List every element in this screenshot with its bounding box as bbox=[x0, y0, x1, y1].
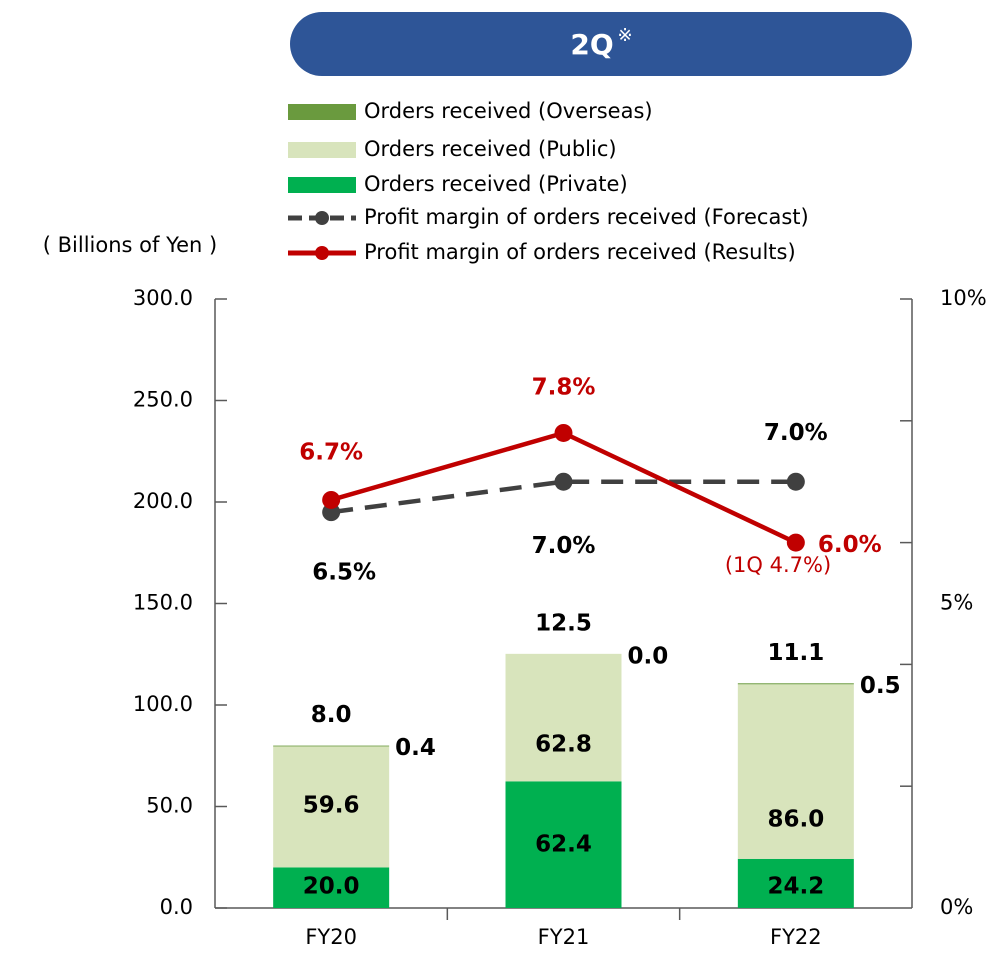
data-label: 62.8 bbox=[535, 732, 592, 758]
bar-segment bbox=[273, 745, 390, 747]
legend-swatch bbox=[288, 177, 356, 193]
y-tick-label: 300.0 bbox=[133, 286, 193, 310]
chart-title: 2Q bbox=[570, 28, 613, 61]
data-label: 6.7% bbox=[299, 439, 363, 465]
data-label: 7.0% bbox=[532, 533, 596, 559]
title-mark: ※ bbox=[617, 25, 632, 46]
y2-tick-label: 5% bbox=[940, 591, 973, 615]
line bbox=[330, 479, 796, 515]
data-label: 0.4 bbox=[395, 735, 436, 761]
annotation: (1Q 4.7%) bbox=[725, 553, 831, 577]
bar-segment bbox=[505, 781, 622, 908]
x-tick-label: FY20 bbox=[305, 925, 357, 949]
bar-segment bbox=[273, 867, 390, 908]
x-tick-label: FY21 bbox=[538, 925, 590, 949]
data-label: 20.0 bbox=[303, 874, 360, 900]
y-tick-label: 250.0 bbox=[133, 388, 193, 412]
line-point bbox=[322, 490, 341, 509]
legend-swatch bbox=[288, 104, 356, 120]
legend-label: Profit margin of orders received (Foreca… bbox=[364, 205, 809, 229]
line-point bbox=[554, 472, 573, 491]
legend-label: Profit margin of orders received (Result… bbox=[364, 240, 796, 264]
y-axis-label: ( Billions of Yen ) bbox=[43, 233, 217, 257]
data-label: 7.8% bbox=[532, 374, 596, 400]
bar-segment bbox=[273, 746, 390, 868]
legend-label: Orders received (Private) bbox=[364, 172, 628, 196]
legend-swatch bbox=[288, 142, 356, 158]
y-tick-label: 200.0 bbox=[133, 489, 193, 513]
y-tick-label: 50.0 bbox=[146, 794, 193, 818]
legend-marker bbox=[315, 211, 329, 225]
line-point bbox=[554, 423, 573, 442]
x-tick-label: FY22 bbox=[770, 925, 822, 949]
title-pill bbox=[290, 12, 912, 76]
line-point bbox=[786, 533, 805, 552]
bar-top-label: 8.0 bbox=[311, 702, 352, 728]
legend-label: Orders received (Public) bbox=[364, 137, 617, 161]
bar-top-label: 12.5 bbox=[535, 610, 592, 636]
data-label: 62.4 bbox=[535, 832, 592, 858]
bar-segment bbox=[505, 653, 622, 782]
data-label: 6.0% bbox=[818, 532, 882, 558]
data-label: 6.5% bbox=[312, 560, 376, 586]
data-label: 59.6 bbox=[303, 793, 360, 819]
data-label: 86.0 bbox=[767, 807, 824, 833]
data-label: 0.5 bbox=[860, 673, 901, 699]
y-tick-label: 100.0 bbox=[133, 692, 193, 716]
line-point bbox=[786, 472, 805, 491]
y-tick-label: 0.0 bbox=[160, 895, 193, 919]
legend-label: Orders received (Overseas) bbox=[364, 99, 653, 123]
legend-marker bbox=[315, 246, 329, 260]
bar-segment bbox=[737, 858, 854, 908]
bar-segment bbox=[737, 683, 854, 685]
y2-tick-label: 10% bbox=[940, 286, 987, 310]
bar-top-label: 11.1 bbox=[767, 640, 824, 666]
data-label: 0.0 bbox=[628, 643, 669, 669]
data-label: 24.2 bbox=[767, 874, 824, 900]
bar-segment bbox=[737, 684, 854, 859]
y2-tick-label: 0% bbox=[940, 895, 973, 919]
data-label: 7.0% bbox=[764, 420, 828, 446]
y-tick-label: 150.0 bbox=[133, 591, 193, 615]
